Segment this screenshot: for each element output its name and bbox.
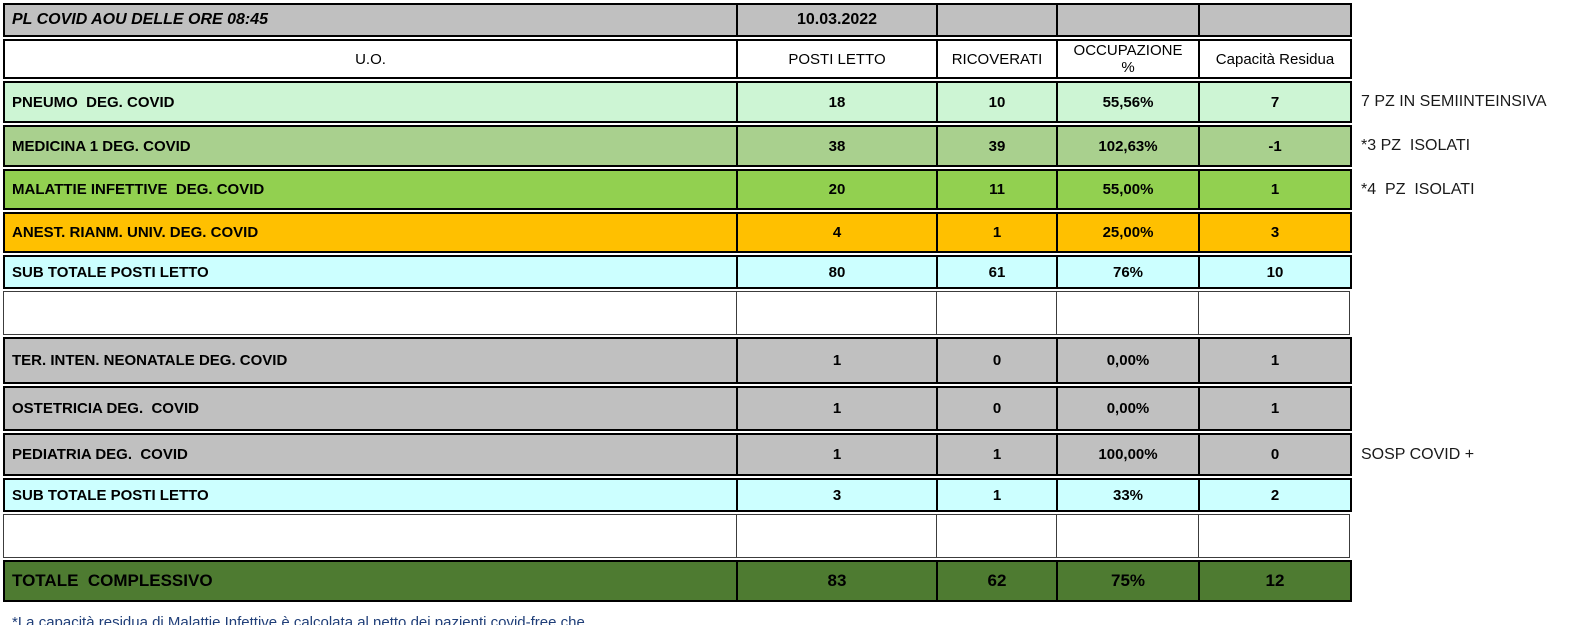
footnote-line: *La capacità residua di Malattie Infetti… <box>12 614 585 625</box>
table-row: MALATTIE INFETTIVE DEG. COVID 20 11 55,0… <box>3 169 1475 210</box>
column-header-occupazione: OCCUPAZIONE % <box>1058 41 1200 77</box>
table-title-row: PL COVID AOU DELLE ORE 08:45 10.03.2022 <box>3 3 1352 37</box>
cell-capacita-residua: 1 <box>1200 339 1350 382</box>
cell-occupazione: 25,00% <box>1058 214 1200 251</box>
cell-ricoverati: 1 <box>938 480 1058 510</box>
empty-cell <box>1057 515 1199 557</box>
row-annotation: SOSP COVID + <box>1361 445 1475 463</box>
cell-ricoverati: 10 <box>938 83 1058 121</box>
column-header-row: U.O. POSTI LETTO RICOVERATI OCCUPAZIONE … <box>3 39 1352 79</box>
cell-ricoverati: 0 <box>938 388 1058 429</box>
cell-occupazione: 33% <box>1058 480 1200 510</box>
table-row: PNEUMO DEG. COVID 18 10 55,56% 7 7 PZ IN… <box>3 81 1547 123</box>
cell-capacita-residua: 12 <box>1200 562 1350 600</box>
cell-uo: SUB TOTALE POSTI LETTO <box>5 480 738 510</box>
cell-uo: TOTALE COMPLESSIVO <box>5 562 738 600</box>
empty-cell <box>937 515 1057 557</box>
report-date: 10.03.2022 <box>738 5 938 35</box>
column-header-uo: U.O. <box>5 41 738 77</box>
empty-cell <box>737 292 937 334</box>
cell-posti-letto: 80 <box>738 257 938 287</box>
cell-occupazione: 55,56% <box>1058 83 1200 121</box>
empty-cell <box>4 292 737 334</box>
cell-uo: MEDICINA 1 DEG. COVID <box>5 127 738 165</box>
cell-posti-letto: 18 <box>738 83 938 121</box>
column-header-posti-letto: POSTI LETTO <box>738 41 938 77</box>
row-annotation: 7 PZ IN SEMIINTEINSIVA <box>1361 93 1547 110</box>
cell-posti-letto: 83 <box>738 562 938 600</box>
row-annotation: *4 PZ ISOLATI <box>1361 180 1475 198</box>
cell-ricoverati: 11 <box>938 171 1058 208</box>
cell-capacita-residua: 7 <box>1200 83 1350 121</box>
table-row: TER. INTEN. NEONATALE DEG. COVID 1 0 0,0… <box>3 337 1352 384</box>
cell-uo: SUB TOTALE POSTI LETTO <box>5 257 738 287</box>
table-row: MEDICINA 1 DEG. COVID 38 39 102,63% -1 *… <box>3 125 1470 167</box>
cell-posti-letto: 3 <box>738 480 938 510</box>
footnote: *La capacità residua di Malattie Infetti… <box>3 611 1577 625</box>
table-title: PL COVID AOU DELLE ORE 08:45 <box>5 5 738 35</box>
cell-occupazione: 75% <box>1058 562 1200 600</box>
cell-capacita-residua: 2 <box>1200 480 1350 510</box>
row-annotation: *3 PZ ISOLATI <box>1361 137 1471 154</box>
empty-row <box>3 291 1350 335</box>
title-empty-cell <box>1200 5 1350 35</box>
cell-capacita-residua: 10 <box>1200 257 1350 287</box>
cell-uo: ANEST. RIANM. UNIV. DEG. COVID <box>5 214 738 251</box>
subtotal-row: SUB TOTALE POSTI LETTO 80 61 76% 10 <box>3 255 1352 289</box>
cell-uo: MALATTIE INFETTIVE DEG. COVID <box>5 171 738 208</box>
title-empty-cell <box>1058 5 1200 35</box>
cell-occupazione: 0,00% <box>1058 388 1200 429</box>
covid-beds-table: PL COVID AOU DELLE ORE 08:45 10.03.2022 … <box>3 3 1577 625</box>
cell-posti-letto: 20 <box>738 171 938 208</box>
column-header-ricoverati: RICOVERATI <box>938 41 1058 77</box>
cell-capacita-residua: 1 <box>1200 388 1350 429</box>
title-empty-cell <box>938 5 1058 35</box>
cell-capacita-residua: 3 <box>1200 214 1350 251</box>
empty-cell <box>737 515 937 557</box>
cell-occupazione: 55,00% <box>1058 171 1200 208</box>
cell-posti-letto: 1 <box>738 435 938 474</box>
cell-occupazione: 102,63% <box>1058 127 1200 165</box>
cell-posti-letto: 1 <box>738 388 938 429</box>
column-header-capacita-residua: Capacità Residua <box>1200 41 1350 77</box>
cell-uo: PNEUMO DEG. COVID <box>5 83 738 121</box>
cell-ricoverati: 1 <box>938 435 1058 474</box>
subtotal-row: SUB TOTALE POSTI LETTO 3 1 33% 2 <box>3 478 1352 512</box>
cell-ricoverati: 61 <box>938 257 1058 287</box>
empty-cell <box>4 515 737 557</box>
cell-posti-letto: 1 <box>738 339 938 382</box>
cell-posti-letto: 38 <box>738 127 938 165</box>
table-row: PEDIATRIA DEG. COVID 1 1 100,00% 0 SOSP … <box>3 433 1474 476</box>
empty-cell <box>1199 292 1349 334</box>
empty-row <box>3 514 1350 558</box>
empty-cell <box>1057 292 1199 334</box>
cell-ricoverati: 0 <box>938 339 1058 382</box>
cell-posti-letto: 4 <box>738 214 938 251</box>
table-row: OSTETRICIA DEG. COVID 1 0 0,00% 1 <box>3 386 1352 431</box>
cell-capacita-residua: 1 <box>1200 171 1350 208</box>
cell-capacita-residua: -1 <box>1200 127 1350 165</box>
cell-uo: TER. INTEN. NEONATALE DEG. COVID <box>5 339 738 382</box>
cell-occupazione: 0,00% <box>1058 339 1200 382</box>
empty-cell <box>937 292 1057 334</box>
cell-uo: OSTETRICIA DEG. COVID <box>5 388 738 429</box>
cell-ricoverati: 1 <box>938 214 1058 251</box>
cell-ricoverati: 62 <box>938 562 1058 600</box>
empty-cell <box>1199 515 1349 557</box>
cell-ricoverati: 39 <box>938 127 1058 165</box>
grand-total-row: TOTALE COMPLESSIVO 83 62 75% 12 <box>3 560 1352 602</box>
cell-uo: PEDIATRIA DEG. COVID <box>5 435 738 474</box>
table-row: ANEST. RIANM. UNIV. DEG. COVID 4 1 25,00… <box>3 212 1352 253</box>
cell-occupazione: 76% <box>1058 257 1200 287</box>
cell-occupazione: 100,00% <box>1058 435 1200 474</box>
cell-capacita-residua: 0 <box>1200 435 1350 474</box>
